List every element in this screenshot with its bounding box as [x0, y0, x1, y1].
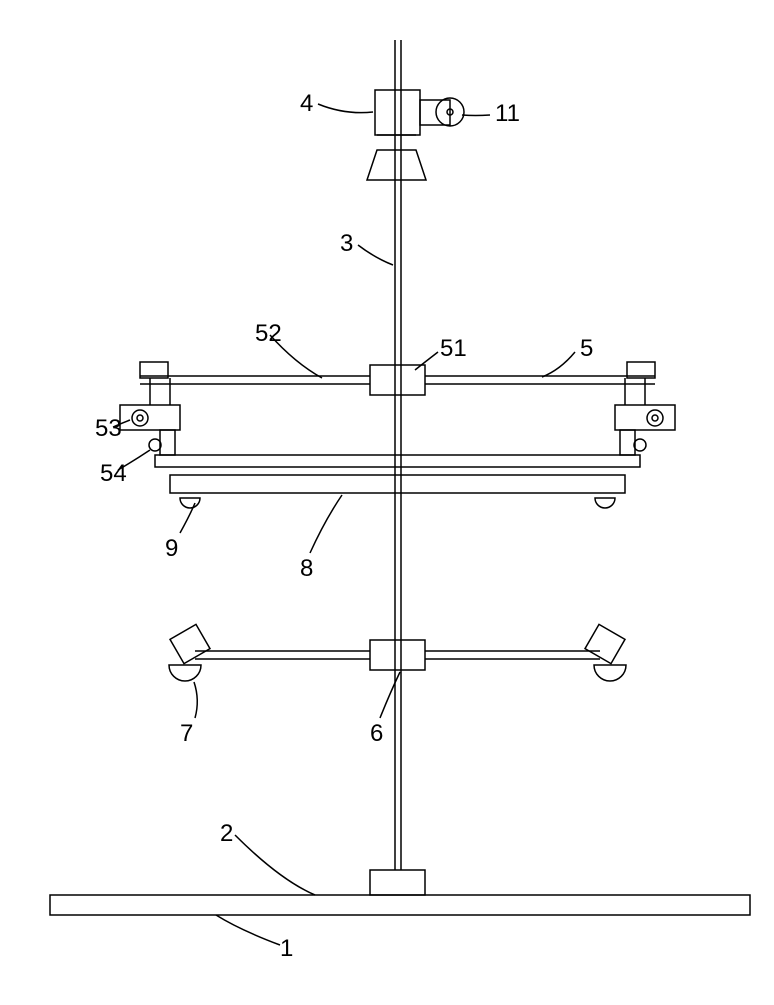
label-11: 11: [495, 100, 520, 128]
label-5: 5: [580, 335, 593, 363]
label-8: 8: [300, 555, 313, 583]
label-54: 54: [100, 460, 127, 488]
label-6: 6: [370, 720, 383, 748]
label-53: 53: [95, 415, 122, 443]
label-4: 4: [300, 90, 313, 118]
label-52: 52: [255, 320, 282, 348]
label-3: 3: [340, 230, 353, 258]
diagram-svg: [0, 0, 774, 1000]
label-7: 7: [180, 720, 193, 748]
label-1: 1: [280, 935, 293, 963]
label-51: 51: [440, 335, 467, 363]
technical-diagram: 1 2 3 4 5 6 7 8 9 11 51 52 53 54: [0, 0, 774, 1000]
label-9: 9: [165, 535, 178, 563]
label-2: 2: [220, 820, 233, 848]
